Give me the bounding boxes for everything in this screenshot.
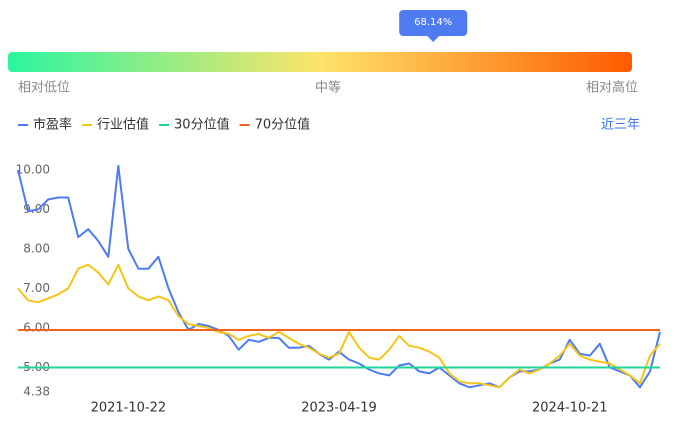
gauge-scale-label: 相对低位 <box>18 81 70 96</box>
x-tick-label: 2023-04-19 <box>301 401 377 416</box>
y-tick-label: 4.38 <box>23 385 50 399</box>
y-tick-label: 8.00 <box>23 241 50 255</box>
period-selector[interactable]: 近三年 <box>601 118 640 133</box>
legend-label[interactable]: 行业估值 <box>97 117 149 133</box>
gauge-marker <box>399 10 468 42</box>
legend-label[interactable]: 70分位值 <box>255 117 311 133</box>
legend-label[interactable]: 市盈率 <box>33 117 72 133</box>
gauge-bar <box>8 52 632 72</box>
y-tick-label: 10.00 <box>16 162 50 176</box>
legend-label[interactable]: 30分位值 <box>174 117 230 133</box>
y-tick-label: 6.00 <box>23 320 50 334</box>
gauge-scale-label: 中等 <box>315 80 341 96</box>
gauge-scale-label: 相对高位 <box>586 80 638 96</box>
gauge-value-label: 68.14% <box>414 17 452 28</box>
y-tick-label: 7.00 <box>23 281 50 295</box>
x-tick-label: 2024-10-21 <box>532 401 608 416</box>
x-tick-label: 2021-10-22 <box>91 401 167 416</box>
series-line <box>17 263 661 389</box>
